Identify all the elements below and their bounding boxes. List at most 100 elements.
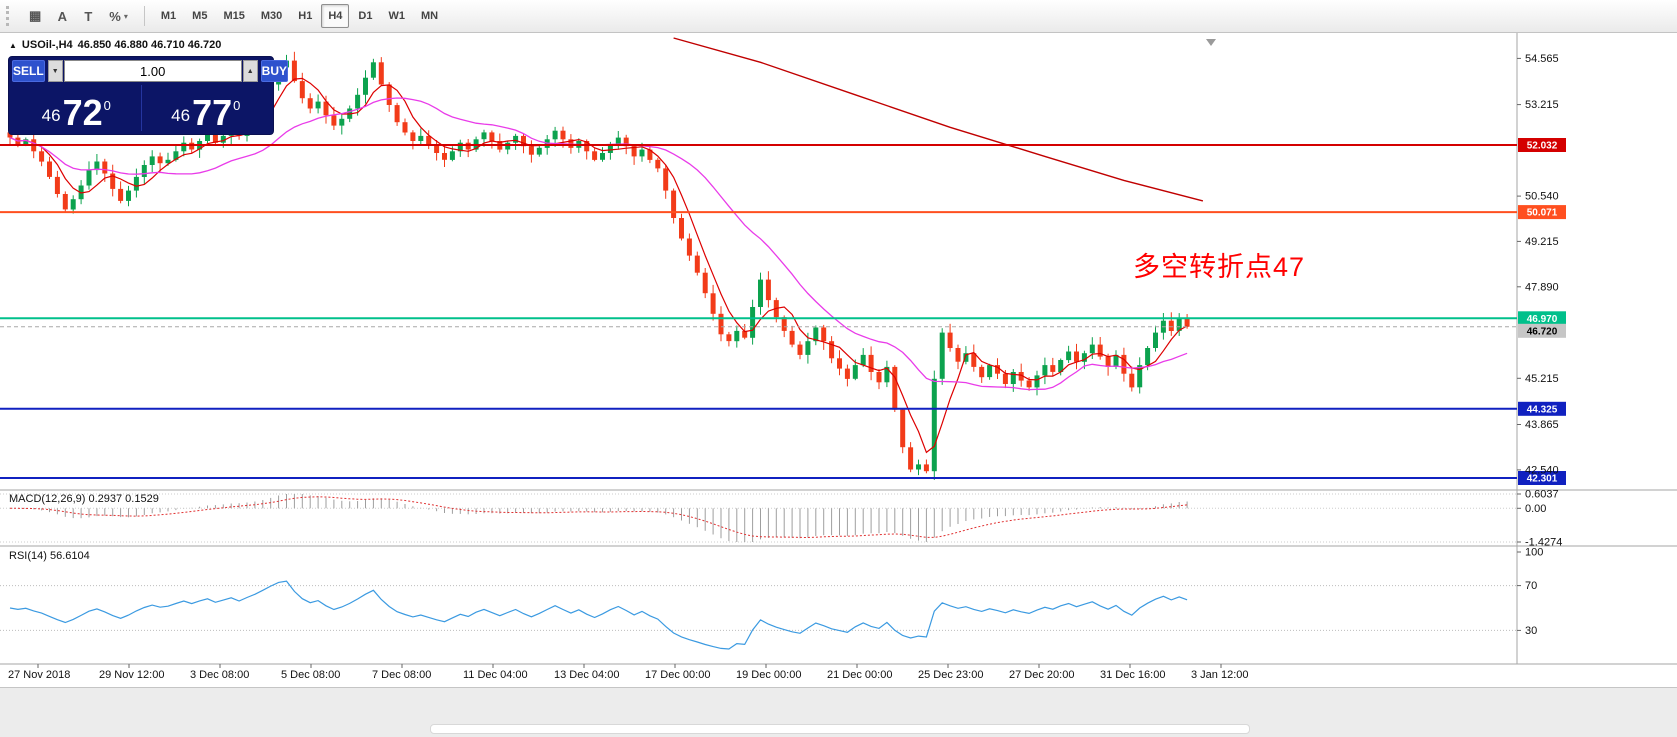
price-line-badge [1518,205,1566,220]
candle [1184,318,1190,327]
candle [307,98,313,109]
price-axis-label: 50.540 [1525,191,1559,203]
price-line-badge [1518,138,1566,152]
sell-price-tile[interactable]: 46 72 0 [12,85,141,131]
time-axis-label: 11 Dec 04:00 [463,669,528,681]
timeframe-button-mn[interactable]: MN [414,4,445,28]
candle [1089,344,1095,354]
candle [323,101,329,116]
candle [133,176,139,191]
candle [7,132,13,138]
price-chart-canvas[interactable]: 52.032 50.071 46.970 44.325 42.301 46.720 54.5… [0,33,1677,737]
candle [789,330,795,345]
text-frame-icon-button[interactable]: T [76,4,100,28]
candle [1010,372,1016,384]
candle [844,368,850,379]
time-axis-label: 7 Dec 08:00 [372,669,431,681]
timeframe-button-w1[interactable]: W1 [381,4,412,28]
candle [995,365,1000,374]
one-click-trading-panel: SELL ▼ ▲ BUY 46 72 0 46 77 0 [8,56,289,135]
dropdown-arrow-icon: ▾ [123,11,128,21]
candle [220,135,226,143]
candle [126,190,131,201]
candle [955,348,961,362]
candle [181,142,187,152]
timeframe-button-m1[interactable]: M1 [154,4,183,28]
rsi-axis-label: 30 [1525,625,1537,637]
candle [837,358,842,369]
candle [331,115,337,126]
time-axis-label: 21 Dec 00:00 [827,669,892,681]
candle [102,161,108,174]
candle [971,353,977,367]
volume-increase-button[interactable]: ▲ [242,60,258,82]
line-studies-icon-button[interactable]: % ▾ [102,4,135,28]
collapse-triangle-icon[interactable]: ▲ [9,40,17,50]
timeframe-button-m30[interactable]: M30 [254,4,289,28]
candle [710,293,716,314]
timeframe-button-m15[interactable]: M15 [216,4,251,28]
time-axis-label: 27 Dec 20:00 [1009,669,1074,681]
candle [118,188,124,201]
sell-price-big: 72 [62,92,103,134]
buy-price-tile[interactable]: 46 77 0 [140,85,271,134]
price-line-badge-label: 50.071 [1527,208,1558,219]
buy-button[interactable]: BUY [260,60,289,82]
candle [378,62,384,85]
candle [647,149,653,160]
candle [1121,354,1127,374]
volume-decrease-button[interactable]: ▼ [47,60,63,82]
text-frame-icon: T [84,8,93,24]
candle [363,77,368,95]
pattern-fill-icon-button[interactable]: ▦ [22,4,48,28]
candle [726,334,732,342]
chart-ohlc-label: 46.850 46.880 46.710 46.720 [77,39,222,51]
volume-control: ▼ ▲ [47,60,258,82]
candle [23,139,29,145]
macd-signal-line [10,496,1188,539]
buy-price-sup: 0 [233,98,241,113]
current-price-badge [1518,323,1566,338]
price-line-badge-label: 42.301 [1527,474,1558,485]
toolbar-drag-handle[interactable] [6,6,14,26]
price-line-badge [1518,311,1566,326]
candle [702,272,708,294]
chart-shift-marker[interactable] [1206,39,1216,46]
candle [426,135,432,145]
timeframe-button-h1[interactable]: H1 [291,4,319,28]
candle [963,353,969,362]
candle [600,153,605,160]
candle [931,378,937,472]
candle [457,142,463,152]
candle [979,366,985,378]
time-axis-label: 31 Dec 16:00 [1100,669,1165,681]
candle [750,307,756,338]
candle [1018,372,1024,381]
timeframe-button-m5[interactable]: M5 [185,4,214,28]
horizontal-scrollbar[interactable] [430,724,1250,734]
timeframe-button-d1[interactable]: D1 [351,4,379,28]
candle [189,142,195,150]
candle [908,447,914,470]
sell-button[interactable]: SELL [12,60,45,82]
candle [513,135,519,143]
candle [418,135,424,141]
text-annotation-icon-button[interactable]: A [50,4,74,28]
candle [465,142,471,150]
candle [62,194,68,210]
candle [70,199,76,210]
candle [592,151,598,160]
candle [370,62,376,78]
candle [916,464,921,470]
buy-price-small: 46 [171,106,191,125]
time-axis-label: 29 Nov 12:00 [99,669,164,681]
candle [892,366,898,410]
timeframe-button-h4[interactable]: H4 [321,4,350,28]
candle [165,159,171,164]
volume-input[interactable] [63,60,242,82]
candle [434,144,440,153]
time-axis-label: 19 Dec 00:00 [736,669,801,681]
buy-price-big: 77 [192,92,233,134]
candle [481,132,487,140]
macd-axis-label: 0.6037 [1525,489,1559,501]
